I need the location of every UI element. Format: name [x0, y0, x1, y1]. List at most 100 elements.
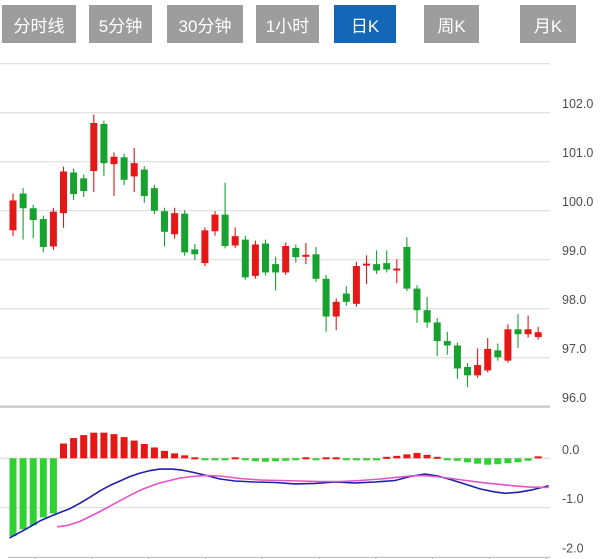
candle: [494, 343, 502, 361]
candle: [373, 250, 381, 274]
macd-bar: [322, 457, 330, 460]
candle: [484, 338, 492, 373]
macd-bar: [19, 458, 27, 530]
macd-bar: [383, 456, 391, 459]
period-tab-bar: 分时线 5分钟 30分钟 1小时 日K 周K 月K: [0, 5, 604, 43]
macd-bar: [211, 458, 219, 461]
macd-bar: [352, 458, 360, 461]
candle-body: [221, 214, 229, 246]
candle: [150, 184, 158, 215]
candle: [282, 242, 290, 275]
macd-bar: [423, 454, 431, 459]
tab-time-share[interactable]: 分时线: [2, 5, 76, 43]
candle-body: [514, 329, 522, 335]
macd-bar: [504, 458, 512, 464]
candle-body: [241, 239, 249, 278]
candle: [504, 324, 512, 363]
candle-body: [322, 278, 330, 317]
candle: [161, 207, 168, 247]
candle-body: [251, 244, 259, 276]
candle: [181, 210, 189, 256]
candle-body: [90, 122, 98, 172]
macd-axis-label: -2.0: [562, 541, 584, 555]
price-axis-label: 99.0: [562, 244, 586, 258]
candle: [100, 120, 108, 176]
price-axis-label: 101.0: [562, 146, 593, 160]
candle-body: [29, 208, 37, 221]
macd-bar: [484, 458, 492, 465]
candle: [140, 166, 148, 203]
candle: [474, 348, 482, 378]
candle-body: [433, 322, 441, 342]
macd-axis-labels: 0.0 -1.0 -2.0: [562, 443, 584, 556]
candle: [39, 215, 47, 253]
candle: [272, 256, 280, 291]
candle-body: [342, 293, 350, 302]
candle: [453, 342, 461, 379]
candle: [80, 174, 88, 197]
candle: [322, 274, 330, 332]
macd-bar: [140, 444, 148, 459]
candle: [352, 261, 360, 307]
candle-body: [302, 254, 310, 257]
candle-body: [231, 236, 239, 246]
macd-bar: [110, 434, 118, 459]
candle: [262, 239, 269, 276]
candle: [19, 188, 27, 240]
macd-bar: [342, 458, 350, 461]
candle: [423, 296, 431, 328]
tab-weekly-k[interactable]: 周K: [424, 5, 479, 43]
macd-bar: [464, 458, 471, 463]
candle-body: [100, 123, 108, 164]
macd-bar: [60, 443, 67, 459]
candle: [130, 147, 138, 193]
macd-histogram: [9, 432, 542, 537]
macd-bar: [251, 458, 259, 462]
tab-monthly-k[interactable]: 月K: [520, 5, 576, 43]
macd-bar: [373, 458, 381, 461]
candle: [29, 204, 37, 239]
tab-daily-k[interactable]: 日K: [334, 5, 396, 43]
candle-body: [110, 156, 118, 165]
candle-body: [181, 213, 189, 253]
tab-1hour[interactable]: 1小时: [256, 5, 319, 43]
macd-bar: [403, 454, 411, 459]
price-axis-labels: 102.0 101.0 100.0 99.0 98.0 97.0 96.0: [562, 97, 593, 405]
macd-bar: [120, 437, 128, 459]
tab-30min[interactable]: 30分钟: [167, 5, 243, 43]
candle: [393, 259, 401, 284]
candle: [171, 207, 179, 239]
macd-bar: [70, 438, 78, 459]
macd-bar: [524, 458, 532, 461]
macd-panel-grid: [0, 457, 550, 559]
candle-body: [60, 171, 67, 214]
macd-bar: [413, 452, 421, 459]
macd-bar: [181, 455, 189, 459]
candle: [524, 315, 532, 338]
price-axis-label: 102.0: [562, 97, 593, 111]
candle: [60, 166, 67, 228]
candle: [120, 153, 128, 186]
candle: [383, 250, 391, 273]
macd-bar: [514, 458, 522, 463]
candle-body: [70, 172, 78, 195]
macd-bar: [433, 456, 441, 459]
macd-bar: [474, 458, 482, 464]
price-axis-label: 98.0: [562, 293, 586, 307]
price-axis-label: 96.0: [562, 391, 586, 405]
tab-5min[interactable]: 5分钟: [89, 5, 152, 43]
candle: [413, 285, 421, 323]
macd-bar: [231, 457, 239, 460]
macd-bar: [49, 458, 57, 514]
macd-bar: [161, 450, 168, 459]
price-axis-label: 100.0: [562, 195, 593, 209]
macd-axis-label: -1.0: [562, 492, 584, 506]
candle: [201, 227, 209, 267]
macd-bar: [80, 435, 88, 459]
macd-bar: [312, 458, 320, 461]
macd-bar: [191, 457, 199, 460]
candle-body: [211, 214, 219, 232]
macd-bar: [332, 457, 340, 460]
candle-body: [312, 254, 320, 279]
